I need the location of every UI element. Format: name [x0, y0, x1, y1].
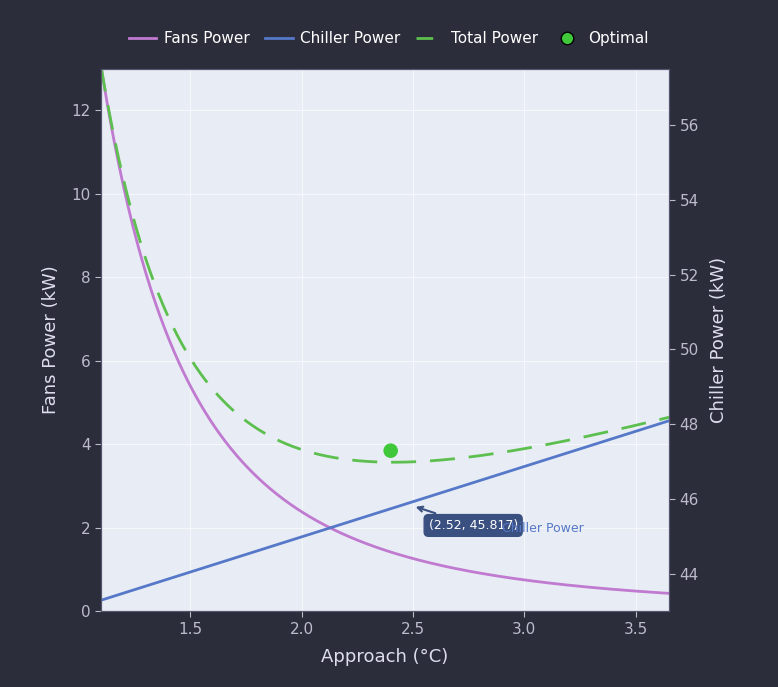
Legend: Fans Power, Chiller Power, Total Power, Optimal: Fans Power, Chiller Power, Total Power, …	[123, 25, 655, 52]
Text: Chiller Power: Chiller Power	[502, 522, 584, 535]
Y-axis label: Chiller Power (kW): Chiller Power (kW)	[710, 257, 728, 423]
X-axis label: Approach (°C): Approach (°C)	[321, 648, 449, 666]
Text: (2.52, 45.817): (2.52, 45.817)	[418, 507, 518, 532]
Point	[384, 445, 397, 456]
Y-axis label: Fans Power (kW): Fans Power (kW)	[42, 266, 61, 414]
